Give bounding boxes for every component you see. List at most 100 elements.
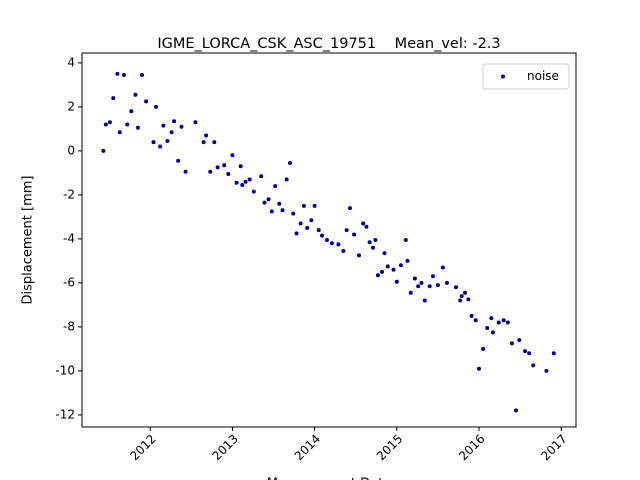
data-point: [398, 263, 403, 268]
data-point: [373, 238, 378, 242]
data-point: [169, 130, 174, 135]
data-point: [427, 284, 432, 289]
data-point: [357, 253, 362, 258]
data-point: [382, 251, 387, 256]
data-point: [101, 148, 106, 153]
y-tick-label: 4: [67, 55, 75, 69]
data-point: [380, 269, 385, 274]
data-point: [490, 330, 495, 335]
y-axis-label: Displacement [mm]: [21, 176, 36, 305]
data-point: [430, 274, 435, 279]
data-point: [485, 326, 490, 330]
data-point: [129, 109, 134, 114]
data-point: [305, 225, 310, 230]
data-point: [370, 245, 375, 250]
data-point: [144, 99, 149, 104]
y-tick-label: -2: [63, 187, 75, 201]
data-point: [103, 122, 108, 127]
data-point: [523, 349, 528, 354]
data-point: [352, 232, 357, 237]
data-point: [161, 123, 166, 128]
data-point: [419, 280, 424, 285]
data-point: [367, 240, 372, 245]
data-point: [158, 144, 163, 149]
data-point: [115, 71, 120, 76]
data-point: [394, 279, 399, 284]
data-point: [531, 363, 536, 368]
data-point: [341, 249, 346, 253]
data-point: [179, 124, 184, 129]
data-point: [361, 221, 366, 226]
data-point: [251, 189, 256, 194]
data-point: [405, 258, 410, 263]
y-tick-label: -6: [63, 275, 75, 289]
data-point: [489, 316, 494, 321]
data-point: [481, 346, 486, 351]
data-point: [215, 165, 220, 170]
data-point: [269, 209, 274, 214]
axes-frame: [81, 52, 577, 428]
data-point: [505, 320, 510, 325]
data-point: [416, 284, 421, 289]
data-point: [222, 163, 227, 168]
data-point: [135, 125, 140, 130]
data-point: [238, 164, 243, 169]
x-axis-label: Measurement Date: [267, 477, 391, 480]
data-point: [466, 297, 471, 302]
legend-box: [482, 63, 570, 90]
data-point: [324, 238, 329, 242]
data-point: [422, 298, 427, 303]
data-point: [243, 179, 248, 184]
data-point: [172, 119, 177, 124]
data-point: [403, 238, 408, 242]
data-point: [408, 290, 413, 295]
data-point: [309, 218, 314, 223]
data-point: [153, 104, 158, 109]
data-point: [459, 294, 464, 299]
chart-title: IGME_LORCA_CSK_ASC_19751 Mean_vel: -2.3: [157, 36, 500, 52]
data-point: [201, 140, 206, 145]
data-point: [477, 366, 482, 371]
data-point: [294, 231, 299, 236]
data-point: [435, 283, 440, 288]
data-point: [344, 228, 349, 233]
data-point: [273, 184, 278, 189]
y-tick-label: -12: [55, 407, 75, 421]
data-point: [329, 241, 334, 246]
data-point: [125, 122, 130, 127]
data-point: [444, 280, 449, 285]
data-point: [458, 298, 463, 303]
data-point: [463, 290, 468, 295]
legend-label: noise: [527, 69, 559, 83]
data-point: [544, 368, 549, 373]
data-point: [513, 408, 518, 413]
data-point: [364, 224, 369, 229]
data-point: [121, 73, 126, 77]
data-point: [226, 172, 231, 176]
y-tick-label: -8: [63, 319, 75, 333]
data-point: [473, 318, 478, 323]
data-point: [391, 267, 396, 272]
data-point: [385, 264, 390, 269]
data-point: [176, 158, 181, 163]
y-tick-label: -4: [63, 231, 75, 245]
data-point: [509, 341, 514, 346]
data-point: [117, 130, 122, 135]
data-point: [301, 203, 306, 208]
data-point: [107, 120, 112, 125]
data-point: [291, 211, 296, 216]
data-point: [298, 221, 303, 226]
data-point: [247, 177, 252, 182]
data-point: [266, 197, 271, 202]
data-point: [280, 208, 285, 213]
data-point: [259, 174, 264, 179]
data-point: [501, 318, 506, 323]
data-point: [230, 153, 235, 158]
data-point: [140, 73, 145, 77]
data-point: [262, 200, 267, 205]
y-tick-label: 2: [67, 99, 75, 113]
data-point: [208, 169, 213, 174]
data-point: [312, 203, 317, 208]
data-point: [287, 161, 292, 165]
data-point: [151, 140, 156, 145]
